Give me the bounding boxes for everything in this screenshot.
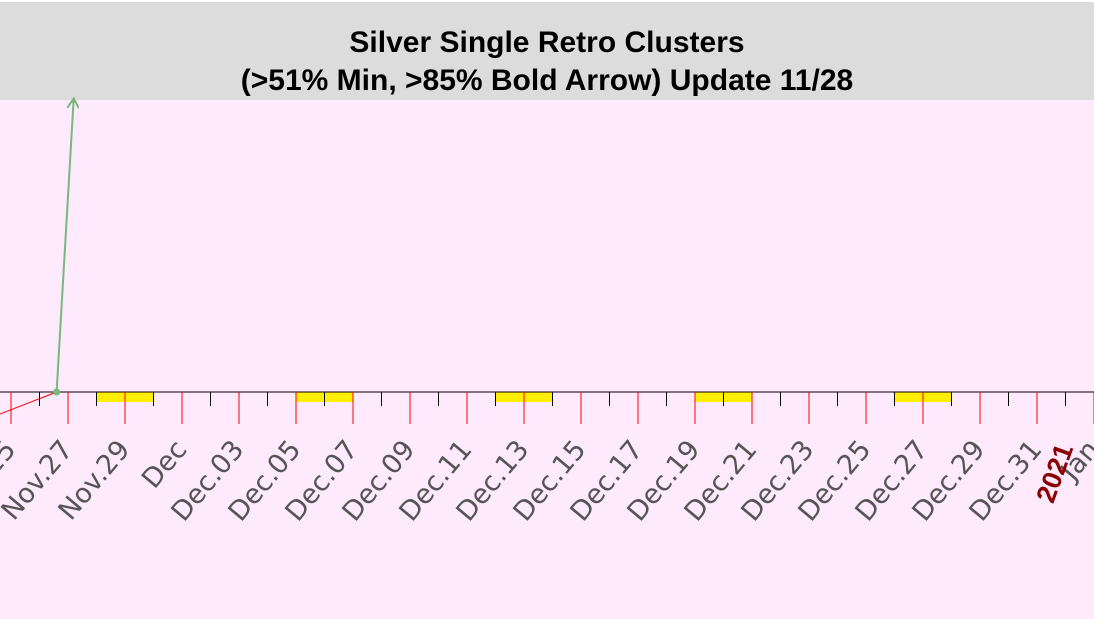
arrow-series-line <box>55 98 74 393</box>
chart-header: Silver Single Retro Clusters (>51% Min, … <box>0 0 1094 100</box>
data-point <box>53 388 61 396</box>
chart-title: Silver Single Retro Clusters <box>349 26 745 59</box>
chart-subtitle: (>51% Min, >85% Bold Arrow) Update 11/28 <box>240 64 854 97</box>
retro-series-line <box>0 391 57 415</box>
